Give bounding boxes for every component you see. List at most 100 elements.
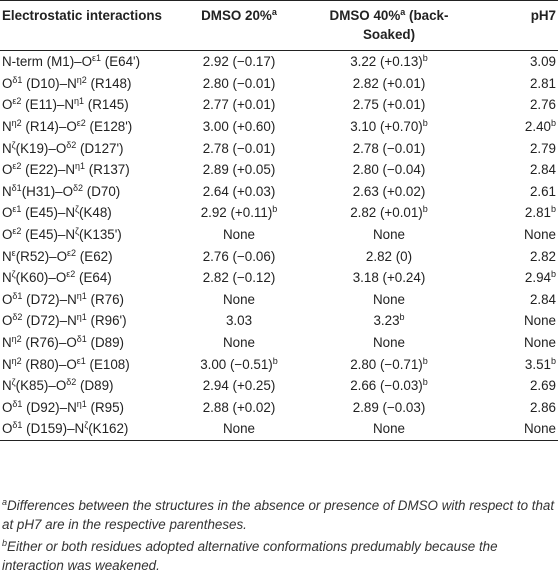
cell-text: 2.80 (−0.04) — [352, 162, 426, 178]
ph7-cell: 2.82 — [480, 245, 558, 267]
cell-text: 2.80 (−0.71) — [350, 356, 423, 372]
cell-text: (R80)–O — [21, 356, 77, 372]
table-row: Oε2 (E45)–Nζ(K135') None None None — [0, 224, 558, 246]
cell-text: 2.81 — [524, 205, 551, 221]
cell-text: (K19)–O — [15, 140, 67, 156]
cell-text: None — [523, 313, 556, 329]
header-dmso-20: DMSO 20%a — [180, 0, 298, 51]
superscript: δ1 — [12, 74, 23, 85]
dmso-20-cell: 2.82 (−0.12) — [180, 267, 298, 289]
ph7-cell: 2.84 — [480, 159, 558, 181]
cell-text: 2.92 (+0.11) — [200, 205, 273, 221]
cell-text: 3.23 — [373, 313, 400, 329]
cell-text: None — [372, 291, 405, 307]
cell-text: O — [2, 75, 13, 91]
interaction-cell: Nη2 (R14)–Oε2 (E128') — [0, 116, 180, 138]
interaction-cell: Oδ1 (D92)–Nη1 (R95) — [0, 397, 180, 419]
cell-text: (D89) — [86, 335, 125, 351]
dmso-40-cell: None — [298, 332, 480, 354]
superscript: δ1 — [12, 420, 23, 431]
cell-text: O — [2, 162, 13, 178]
dmso-20-cell: 3.00 (−0.51)b — [180, 353, 298, 375]
cell-text: None — [222, 421, 255, 437]
cell-text: 2.78 (−0.01) — [202, 140, 276, 156]
cell-text: (E64') — [101, 54, 141, 70]
superscript: ε2 — [76, 118, 86, 129]
cell-text: N — [2, 248, 12, 264]
superscript: δ1 — [12, 290, 23, 301]
cell-text: 2.63 (+0.02) — [352, 183, 426, 199]
cell-text: (D10)–N — [22, 75, 77, 91]
superscript: η2 — [11, 334, 22, 345]
ph7-cell: 2.76 — [480, 94, 558, 116]
cell-text: 3.09 — [529, 54, 556, 70]
cell-text: 2.84 — [529, 162, 556, 178]
dmso-20-cell: 2.80 (−0.01) — [180, 73, 298, 95]
cell-text: 2.94 (+0.25) — [202, 378, 276, 394]
dmso-20-cell: None — [180, 289, 298, 311]
cell-text: 2.92 (−0.17) — [202, 54, 276, 70]
table-row: Nζ(K60)–Oε2 (E64) 2.82 (−0.12) 3.18 (+0.24… — [0, 267, 558, 289]
interaction-cell: Oε2 (E22)–Nη1 (R137) — [0, 159, 180, 181]
interaction-cell: Nδ1(H31)–Oδ2 (D70) — [0, 181, 180, 203]
cell-text: O — [2, 291, 13, 307]
cell-text: 3.10 (+0.70) — [350, 119, 423, 135]
cell-text: 2.89 (+0.05) — [202, 162, 276, 178]
cell-text: (D70) — [83, 183, 121, 199]
cell-text: (R96') — [86, 313, 127, 329]
cell-text: 2.88 (+0.02) — [202, 399, 276, 415]
superscript: ζ — [11, 377, 16, 388]
cell-text: 2.66 (−0.03) — [350, 378, 423, 394]
ph7-cell: None — [480, 224, 558, 246]
cell-text: (E45)–N — [21, 227, 76, 243]
cell-text: N — [2, 183, 12, 199]
cell-text: (K60)–O — [15, 270, 67, 286]
superscript: ζ — [75, 204, 80, 215]
cell-text: 2.94 — [524, 270, 551, 286]
dmso-20-cell: 2.64 (+0.03) — [180, 181, 298, 203]
ph7-cell: 3.51b — [480, 353, 558, 375]
superscript: η2 — [11, 118, 22, 129]
cell-text: 3.22 (+0.13) — [350, 54, 423, 70]
cell-text: None — [222, 291, 255, 307]
cell-text: None — [523, 227, 556, 243]
table-row: Nη2 (R76)–Oδ1 (D89) None None None — [0, 332, 558, 354]
dmso-20-cell: 2.88 (+0.02) — [180, 397, 298, 419]
dmso-20-cell: 2.92 (−0.17) — [180, 51, 298, 73]
cell-text: None — [523, 335, 556, 351]
interaction-cell: Oε2 (E45)–Nζ(K135') — [0, 224, 180, 246]
superscript: b — [550, 269, 556, 280]
footnote-marker: a — [271, 7, 277, 17]
dmso-20-cell: None — [180, 418, 298, 441]
cell-text: 2.82 (−0.12) — [202, 270, 276, 286]
cell-text: (R145) — [84, 97, 129, 113]
superscript: δ2 — [12, 312, 23, 323]
cell-text: None — [372, 421, 405, 437]
cell-text: 2.76 (−0.06) — [202, 248, 276, 264]
dmso-40-cell: 2.80 (−0.04) — [298, 159, 480, 181]
cell-text: O — [2, 313, 13, 329]
cell-text: (K48) — [79, 205, 112, 221]
table-row: Oδ1 (D92)–Nη1 (R95) 2.88 (+0.02) 2.89 (−0.… — [0, 397, 558, 419]
cell-text: 2.89 (−0.03) — [352, 399, 426, 415]
cell-text: (K135') — [79, 227, 122, 243]
table-row: Oδ1 (D72)–Nη1 (R76) None None 2.84 — [0, 289, 558, 311]
dmso-40-cell: None — [298, 224, 480, 246]
table-row: Oε1 (E45)–Nζ(K48) 2.92 (+0.11)b 2.82 (+0.0… — [0, 202, 558, 224]
dmso-20-cell: 2.92 (+0.11)b — [180, 202, 298, 224]
superscript: δ1 — [11, 182, 22, 193]
dmso-40-cell: 2.75 (+0.01) — [298, 94, 480, 116]
cell-text: None — [222, 227, 255, 243]
dmso-20-cell: 2.89 (+0.05) — [180, 159, 298, 181]
superscript: b — [399, 312, 405, 323]
ph7-cell: 2.40b — [480, 116, 558, 138]
table-row: Nε(R52)–Oε2 (E62) 2.76 (−0.06) 2.82 (0) 2.8… — [0, 245, 558, 267]
superscript: η1 — [75, 161, 86, 172]
cell-text: (E22)–N — [21, 162, 76, 178]
superscript: δ1 — [76, 334, 87, 345]
cell-text: (R76)–O — [21, 335, 77, 351]
header-dmso-40: DMSO 40%a (back-Soaked) — [298, 0, 480, 51]
footnote-b-text: Either or both residues adopted alternat… — [2, 539, 498, 573]
cell-text: N — [2, 270, 12, 286]
cell-text: (D127') — [76, 140, 124, 156]
